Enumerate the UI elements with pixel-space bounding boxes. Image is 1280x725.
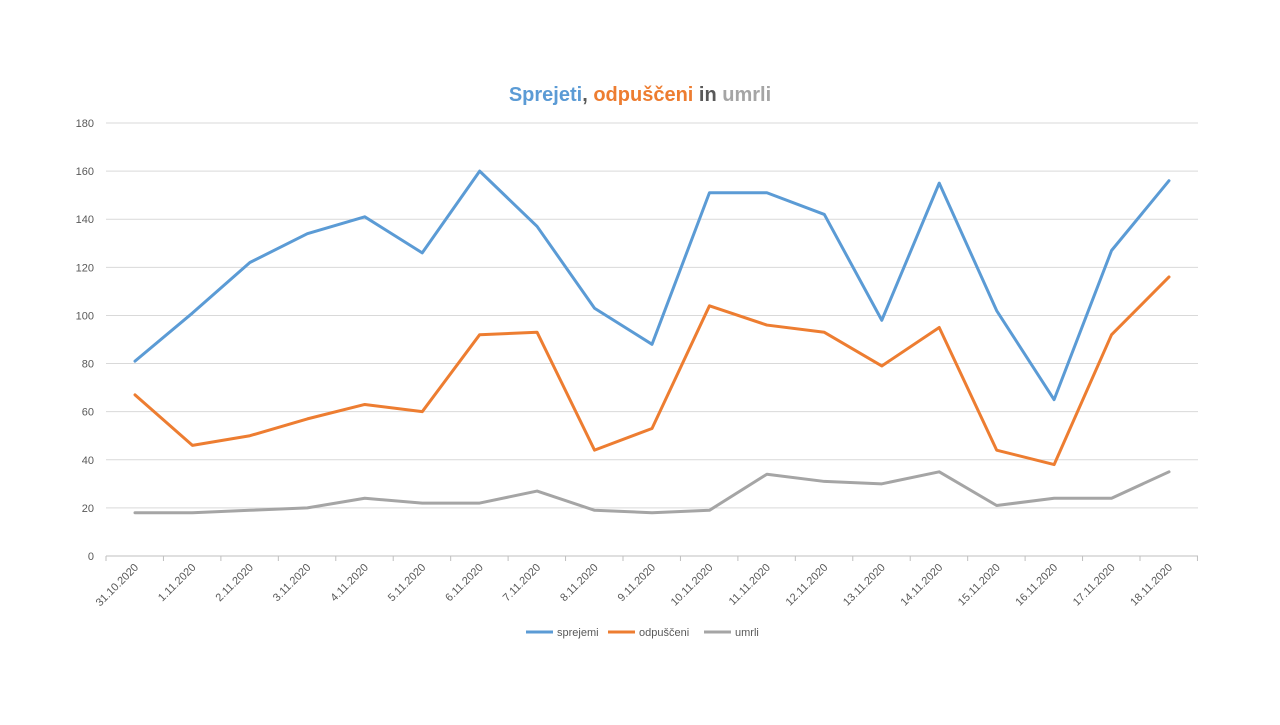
x-axis-ticks: 31.10.2020 1.11.2020 2.11.2020 3.11.2020 4.1… [94, 556, 1198, 609]
x-tick-label: 31.10.2020 [94, 562, 141, 609]
x-tick-label: 17.11.2020 [1071, 562, 1118, 609]
y-tick-label: 60 [82, 407, 94, 419]
y-tick-label: 0 [88, 551, 94, 563]
y-tick-label: 100 [76, 310, 94, 322]
legend-label: odpuščeni [639, 627, 689, 639]
y-tick-label: 140 [76, 214, 94, 226]
title-part: odpuščeni [593, 84, 693, 106]
y-tick-label: 180 [76, 118, 94, 130]
legend-item: odpuščeni [608, 627, 689, 639]
y-axis-ticks: 0 20 40 60 80 100 120 140 160 180 [76, 118, 94, 563]
x-tick-label: 10.11.2020 [669, 562, 716, 609]
legend-label: sprejemi [557, 627, 599, 639]
y-tick-label: 160 [76, 166, 94, 178]
y-tick-label: 20 [82, 503, 94, 515]
x-tick-label: 1.11.2020 [156, 562, 199, 605]
x-tick-label: 12.11.2020 [784, 562, 831, 609]
legend-item: umrli [704, 627, 759, 639]
series-line-odpuščeni [133, 275, 1171, 467]
title-part: in [693, 84, 722, 106]
x-tick-label: 3.11.2020 [271, 562, 314, 605]
x-tick-label: 6.11.2020 [443, 562, 486, 605]
x-tick-label: 18.11.2020 [1128, 562, 1175, 609]
x-tick-label: 5.11.2020 [386, 562, 429, 605]
x-tick-label: 4.11.2020 [328, 562, 371, 605]
x-tick-label: 2.11.2020 [213, 562, 256, 605]
chart-title: Sprejeti, odpuščeni in umrli [509, 84, 771, 106]
legend-label: umrli [735, 627, 759, 639]
x-tick-label: 8.11.2020 [558, 562, 601, 605]
y-tick-label: 80 [82, 359, 94, 371]
series-line-sprejemi [133, 169, 1171, 402]
y-tick-label: 120 [76, 262, 94, 274]
x-tick-label: 7.11.2020 [501, 562, 544, 605]
x-tick-label: 16.11.2020 [1013, 562, 1060, 609]
x-tick-label: 13.11.2020 [841, 562, 888, 609]
title-part: , [582, 84, 593, 106]
legend: sprejemi odpuščeni umrli [526, 627, 759, 639]
legend-item: sprejemi [526, 627, 599, 639]
series-lines [133, 169, 1171, 515]
y-tick-label: 40 [82, 455, 94, 467]
x-tick-label: 14.11.2020 [898, 562, 945, 609]
x-tick-label: 15.11.2020 [956, 562, 1003, 609]
title-part: umrli [722, 84, 771, 106]
gridlines [106, 122, 1198, 557]
x-tick-label: 11.11.2020 [727, 562, 773, 608]
x-tick-label: 9.11.2020 [616, 562, 659, 605]
series-line-umrli [133, 470, 1171, 515]
title-part: Sprejeti [509, 84, 582, 106]
